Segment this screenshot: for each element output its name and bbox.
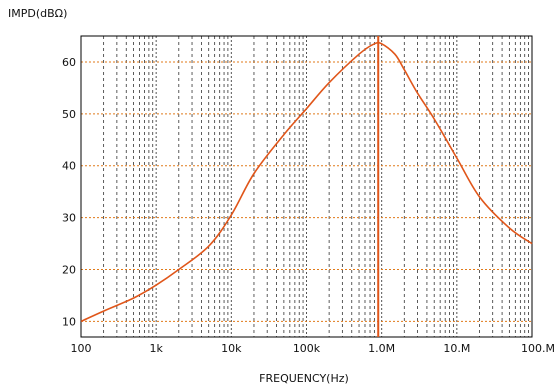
y-axis-title: IMPD(dBΩ) (8, 7, 67, 20)
y-tick-label: 60 (62, 56, 76, 69)
x-tick-label: 100 (71, 342, 92, 355)
x-tick-labels: 100 1k 10k 100k 1.0M 10.M 100.M (71, 342, 556, 355)
x-tick-label: 100.M (521, 342, 555, 355)
plot-frame (80, 35, 533, 338)
grid-layer (81, 36, 532, 337)
impedance-curve (80, 41, 533, 323)
series-layer (80, 36, 533, 337)
y-tick-label: 30 (62, 212, 76, 225)
y-tick-label: 50 (62, 108, 76, 121)
y-tick-label: 40 (62, 160, 76, 173)
x-tick-label: 10.M (443, 342, 470, 355)
y-tick-label: 20 (62, 264, 76, 277)
y-tick-labels: 10 20 30 40 50 60 (62, 56, 76, 328)
x-tick-label: 10k (221, 342, 242, 355)
x-axis-title: FREQUENCY(Hz) (259, 372, 349, 385)
x-tick-label: 1.0M (368, 342, 395, 355)
y-tick-label: 10 (62, 315, 76, 328)
x-tick-label: 1k (149, 342, 163, 355)
x-tick-label: 100k (293, 342, 321, 355)
